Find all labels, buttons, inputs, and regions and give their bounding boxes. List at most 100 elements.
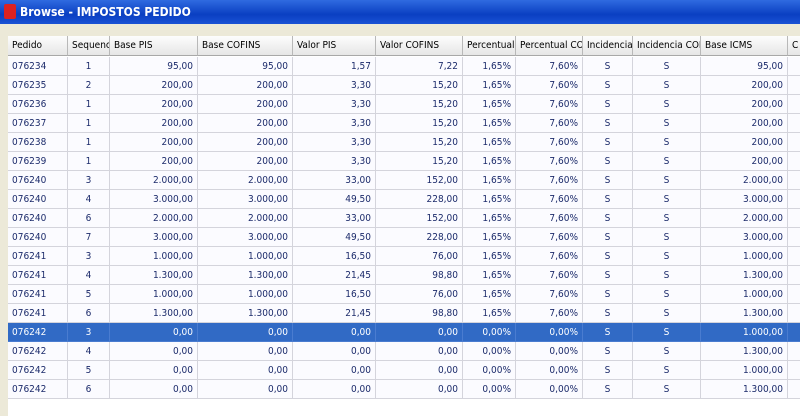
table-cell[interactable]: 2.000,00 bbox=[198, 209, 293, 228]
table-cell[interactable] bbox=[788, 190, 800, 209]
table-cell[interactable]: 3 bbox=[68, 171, 110, 190]
column-header[interactable]: Sequencia bbox=[68, 36, 110, 56]
table-cell[interactable] bbox=[788, 209, 800, 228]
table-cell[interactable]: S bbox=[583, 190, 633, 209]
table-cell[interactable]: 15,20 bbox=[376, 133, 463, 152]
table-cell[interactable]: S bbox=[633, 152, 701, 171]
table-cell[interactable]: 3,30 bbox=[293, 76, 376, 95]
table-cell[interactable]: 1.000,00 bbox=[701, 323, 788, 342]
table-cell[interactable]: 3.000,00 bbox=[110, 228, 198, 247]
table-cell[interactable]: 0,00 bbox=[198, 380, 293, 399]
table-cell[interactable]: 7,60% bbox=[516, 95, 583, 114]
table-cell[interactable]: 1.300,00 bbox=[701, 304, 788, 323]
table-cell[interactable]: 1,65% bbox=[463, 266, 516, 285]
table-cell[interactable]: S bbox=[633, 304, 701, 323]
table-cell[interactable]: 5 bbox=[68, 285, 110, 304]
table-cell[interactable]: 0,00 bbox=[110, 361, 198, 380]
table-cell[interactable]: S bbox=[583, 342, 633, 361]
table-cell[interactable]: 98,80 bbox=[376, 266, 463, 285]
table-cell[interactable]: 4 bbox=[68, 190, 110, 209]
table-cell[interactable]: S bbox=[633, 190, 701, 209]
table-cell[interactable]: 0,00 bbox=[293, 380, 376, 399]
table-cell[interactable]: 200,00 bbox=[110, 133, 198, 152]
column-header[interactable]: Base PIS bbox=[110, 36, 198, 56]
table-cell[interactable]: 200,00 bbox=[701, 152, 788, 171]
table-cell[interactable]: S bbox=[583, 114, 633, 133]
table-cell[interactable]: 0,00 bbox=[110, 380, 198, 399]
table-cell[interactable]: 1.000,00 bbox=[110, 247, 198, 266]
table-cell[interactable]: 95,00 bbox=[701, 57, 788, 76]
table-cell[interactable]: 15,20 bbox=[376, 114, 463, 133]
table-cell[interactable]: 1,65% bbox=[463, 228, 516, 247]
table-cell[interactable] bbox=[788, 266, 800, 285]
table-cell[interactable]: 076241 bbox=[8, 285, 68, 304]
table-cell[interactable]: 1 bbox=[68, 133, 110, 152]
table-cell[interactable]: S bbox=[583, 380, 633, 399]
table-cell[interactable]: 1.000,00 bbox=[701, 285, 788, 304]
table-cell[interactable]: 152,00 bbox=[376, 209, 463, 228]
table-cell[interactable]: 7,60% bbox=[516, 190, 583, 209]
table-cell[interactable]: 76,00 bbox=[376, 247, 463, 266]
table-cell[interactable]: 0,00% bbox=[516, 323, 583, 342]
table-cell[interactable]: 3 bbox=[68, 323, 110, 342]
table-cell[interactable]: 200,00 bbox=[701, 114, 788, 133]
table-cell[interactable]: S bbox=[633, 209, 701, 228]
table-cell[interactable]: 1,65% bbox=[463, 190, 516, 209]
table-cell[interactable]: 0,00% bbox=[463, 380, 516, 399]
table-cell[interactable] bbox=[788, 304, 800, 323]
table-cell[interactable] bbox=[788, 323, 800, 342]
table-cell[interactable]: 15,20 bbox=[376, 76, 463, 95]
table-cell[interactable]: 0,00% bbox=[463, 323, 516, 342]
table-cell[interactable]: 1,65% bbox=[463, 152, 516, 171]
table-cell[interactable]: 1 bbox=[68, 152, 110, 171]
table-cell[interactable]: 076240 bbox=[8, 209, 68, 228]
table-cell[interactable]: 7,60% bbox=[516, 209, 583, 228]
table-cell[interactable] bbox=[788, 228, 800, 247]
table-cell[interactable]: 200,00 bbox=[198, 76, 293, 95]
table-cell[interactable]: 21,45 bbox=[293, 266, 376, 285]
table-cell[interactable]: 076242 bbox=[8, 361, 68, 380]
table-cell[interactable]: S bbox=[583, 133, 633, 152]
table-cell[interactable]: 7,60% bbox=[516, 247, 583, 266]
table-cell[interactable]: 3.000,00 bbox=[198, 190, 293, 209]
table-cell[interactable]: 0,00% bbox=[516, 380, 583, 399]
table-cell[interactable]: 200,00 bbox=[701, 76, 788, 95]
table-cell[interactable]: 1.000,00 bbox=[701, 247, 788, 266]
table-cell[interactable]: 33,00 bbox=[293, 209, 376, 228]
table-cell[interactable]: 0,00 bbox=[198, 323, 293, 342]
column-header[interactable]: Percentual PIS bbox=[463, 36, 516, 56]
table-cell[interactable]: 0,00 bbox=[376, 380, 463, 399]
table-cell[interactable]: 7,60% bbox=[516, 228, 583, 247]
table-cell[interactable]: 6 bbox=[68, 304, 110, 323]
table-cell[interactable]: S bbox=[633, 247, 701, 266]
table-cell[interactable] bbox=[788, 76, 800, 95]
table-cell[interactable]: 4 bbox=[68, 266, 110, 285]
table-cell[interactable] bbox=[788, 171, 800, 190]
table-cell[interactable]: 7,60% bbox=[516, 57, 583, 76]
table-cell[interactable]: 7,60% bbox=[516, 133, 583, 152]
table-cell[interactable]: 0,00 bbox=[376, 342, 463, 361]
table-cell[interactable]: 1,65% bbox=[463, 304, 516, 323]
table-cell[interactable]: 3.000,00 bbox=[701, 228, 788, 247]
table-cell[interactable]: 076241 bbox=[8, 247, 68, 266]
table-cell[interactable]: 1.300,00 bbox=[198, 266, 293, 285]
table-cell[interactable]: 076242 bbox=[8, 380, 68, 399]
table-cell[interactable]: S bbox=[583, 247, 633, 266]
table-cell[interactable]: S bbox=[633, 114, 701, 133]
table-cell[interactable]: S bbox=[583, 323, 633, 342]
table-cell[interactable] bbox=[788, 285, 800, 304]
table-cell[interactable]: 1,65% bbox=[463, 171, 516, 190]
table-cell[interactable]: S bbox=[583, 228, 633, 247]
table-cell[interactable]: 7,60% bbox=[516, 304, 583, 323]
table-cell[interactable]: S bbox=[633, 57, 701, 76]
table-cell[interactable]: 0,00 bbox=[293, 342, 376, 361]
column-header[interactable]: Pedido bbox=[8, 36, 68, 56]
table-cell[interactable]: 1,65% bbox=[463, 57, 516, 76]
column-header[interactable]: Base ICMS bbox=[701, 36, 788, 56]
table-cell[interactable]: 200,00 bbox=[198, 152, 293, 171]
table-cell[interactable] bbox=[788, 95, 800, 114]
table-cell[interactable]: 95,00 bbox=[110, 57, 198, 76]
table-cell[interactable]: 49,50 bbox=[293, 228, 376, 247]
table-cell[interactable]: 076234 bbox=[8, 57, 68, 76]
table-cell[interactable]: 5 bbox=[68, 361, 110, 380]
